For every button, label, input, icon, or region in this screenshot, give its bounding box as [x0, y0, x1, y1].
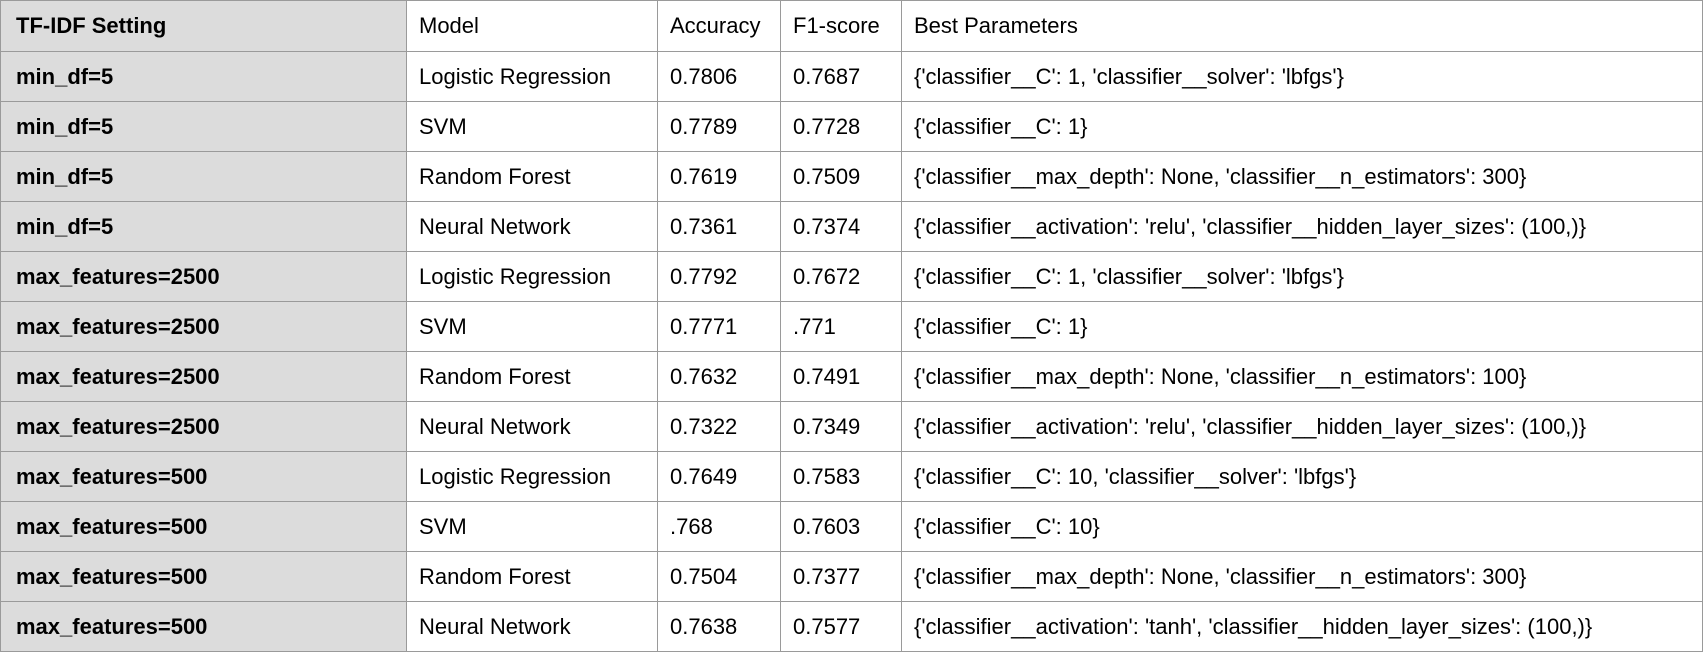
f1-score-cell: 0.7672: [780, 251, 902, 302]
table-row: min_df=5 Logistic Regression 0.7806 0.76…: [0, 51, 1703, 102]
model-cell: Random Forest: [406, 351, 658, 402]
setting-cell: min_df=5: [0, 201, 407, 252]
header-best-parameters: Best Parameters: [901, 0, 1703, 52]
setting-cell: max_features=2500: [0, 251, 407, 302]
table-row: max_features=500 SVM .768 0.7603 {'class…: [0, 501, 1703, 552]
accuracy-cell: 0.7322: [657, 401, 781, 452]
best-parameters-cell: {'classifier__C': 10, 'classifier__solve…: [901, 451, 1703, 502]
accuracy-cell: 0.7806: [657, 51, 781, 102]
best-parameters-cell: {'classifier__activation': 'tanh', 'clas…: [901, 601, 1703, 652]
model-cell: SVM: [406, 301, 658, 352]
f1-score-cell: 0.7577: [780, 601, 902, 652]
accuracy-cell: 0.7619: [657, 151, 781, 202]
model-cell: Random Forest: [406, 151, 658, 202]
accuracy-cell: 0.7771: [657, 301, 781, 352]
setting-cell: max_features=500: [0, 601, 407, 652]
accuracy-cell: 0.7789: [657, 101, 781, 152]
setting-cell: min_df=5: [0, 101, 407, 152]
model-cell: Logistic Regression: [406, 451, 658, 502]
setting-cell: min_df=5: [0, 151, 407, 202]
table-row: max_features=2500 Neural Network 0.7322 …: [0, 401, 1703, 452]
f1-score-cell: 0.7377: [780, 551, 902, 602]
best-parameters-cell: {'classifier__C': 1}: [901, 101, 1703, 152]
header-f1-score: F1-score: [780, 0, 902, 52]
model-cell: SVM: [406, 101, 658, 152]
best-parameters-cell: {'classifier__max_depth': None, 'classif…: [901, 551, 1703, 602]
table-row: max_features=2500 SVM 0.7771 .771 {'clas…: [0, 301, 1703, 352]
table-row: max_features=2500 Logistic Regression 0.…: [0, 251, 1703, 302]
model-cell: Neural Network: [406, 601, 658, 652]
model-cell: Logistic Regression: [406, 251, 658, 302]
header-tfidf-setting: TF-IDF Setting: [0, 0, 407, 52]
setting-cell: max_features=2500: [0, 401, 407, 452]
model-cell: Neural Network: [406, 201, 658, 252]
model-cell: Logistic Regression: [406, 51, 658, 102]
table-row: min_df=5 SVM 0.7789 0.7728 {'classifier_…: [0, 101, 1703, 152]
setting-cell: max_features=500: [0, 501, 407, 552]
best-parameters-cell: {'classifier__C': 1, 'classifier__solver…: [901, 51, 1703, 102]
table-row: max_features=500 Random Forest 0.7504 0.…: [0, 551, 1703, 602]
accuracy-cell: .768: [657, 501, 781, 552]
setting-cell: max_features=500: [0, 451, 407, 502]
accuracy-cell: 0.7504: [657, 551, 781, 602]
f1-score-cell: .771: [780, 301, 902, 352]
setting-cell: max_features=500: [0, 551, 407, 602]
f1-score-cell: 0.7491: [780, 351, 902, 402]
accuracy-cell: 0.7361: [657, 201, 781, 252]
model-cell: SVM: [406, 501, 658, 552]
table-row: min_df=5 Random Forest 0.7619 0.7509 {'c…: [0, 151, 1703, 202]
accuracy-cell: 0.7638: [657, 601, 781, 652]
accuracy-cell: 0.7632: [657, 351, 781, 402]
f1-score-cell: 0.7374: [780, 201, 902, 252]
best-parameters-cell: {'classifier__C': 1}: [901, 301, 1703, 352]
best-parameters-cell: {'classifier__activation': 'relu', 'clas…: [901, 401, 1703, 452]
best-parameters-cell: {'classifier__max_depth': None, 'classif…: [901, 151, 1703, 202]
f1-score-cell: 0.7349: [780, 401, 902, 452]
best-parameters-cell: {'classifier__activation': 'relu', 'clas…: [901, 201, 1703, 252]
model-cell: Neural Network: [406, 401, 658, 452]
setting-cell: max_features=2500: [0, 351, 407, 402]
table-row: max_features=2500 Random Forest 0.7632 0…: [0, 351, 1703, 402]
accuracy-cell: 0.7792: [657, 251, 781, 302]
header-row: TF-IDF Setting Model Accuracy F1-score B…: [0, 0, 1703, 52]
table-row: max_features=500 Logistic Regression 0.7…: [0, 451, 1703, 502]
f1-score-cell: 0.7687: [780, 51, 902, 102]
f1-score-cell: 0.7728: [780, 101, 902, 152]
f1-score-cell: 0.7603: [780, 501, 902, 552]
accuracy-cell: 0.7649: [657, 451, 781, 502]
table-row: max_features=500 Neural Network 0.7638 0…: [0, 601, 1703, 652]
best-parameters-cell: {'classifier__C': 1, 'classifier__solver…: [901, 251, 1703, 302]
model-cell: Random Forest: [406, 551, 658, 602]
setting-cell: min_df=5: [0, 51, 407, 102]
best-parameters-cell: {'classifier__max_depth': None, 'classif…: [901, 351, 1703, 402]
best-parameters-cell: {'classifier__C': 10}: [901, 501, 1703, 552]
table-row: min_df=5 Neural Network 0.7361 0.7374 {'…: [0, 201, 1703, 252]
header-model: Model: [406, 0, 658, 52]
f1-score-cell: 0.7509: [780, 151, 902, 202]
setting-cell: max_features=2500: [0, 301, 407, 352]
f1-score-cell: 0.7583: [780, 451, 902, 502]
header-accuracy: Accuracy: [657, 0, 781, 52]
